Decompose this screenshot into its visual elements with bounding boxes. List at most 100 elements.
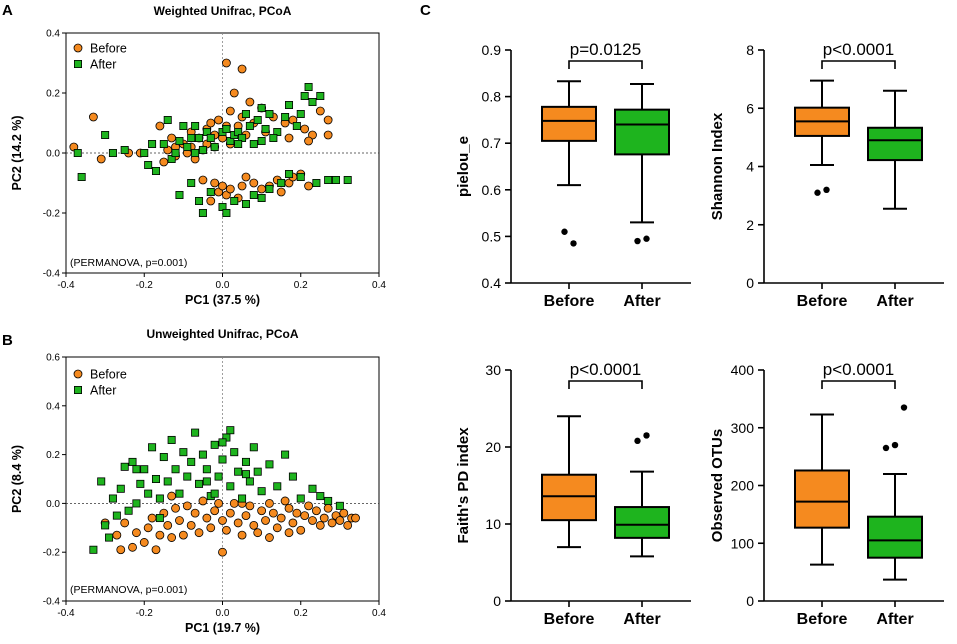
data-point-after (269, 133, 278, 142)
box-after (614, 108, 670, 156)
data-point-before (214, 115, 223, 125)
y-tick-label: 200 (731, 478, 755, 494)
box-before (794, 469, 850, 529)
box-panel-c3: 0 10 20 30 Faith's PD index Before After p<0.00… (455, 360, 691, 628)
data-point-after (187, 178, 196, 187)
data-point-after (206, 133, 215, 142)
data-point-before (265, 498, 274, 508)
data-point-before (284, 503, 294, 513)
data-point-after (230, 196, 239, 205)
data-point-before (167, 533, 177, 542)
data-point-before (206, 523, 216, 533)
data-point-before (96, 154, 106, 164)
data-point-before (155, 121, 165, 131)
data-point-after (257, 487, 266, 496)
data-point-after (324, 496, 333, 505)
data-point-after (198, 450, 207, 459)
data-point-before (186, 520, 196, 530)
y-tick-label: 0.0 (46, 499, 60, 510)
x-axis-label: PC1 (19.7 %) (185, 621, 260, 635)
y-tick-label: -0.2 (43, 209, 61, 220)
data-point-before (210, 506, 220, 516)
panel-label-c: C (420, 2, 431, 19)
data-point-before (151, 545, 161, 555)
data-point-before (308, 516, 317, 525)
data-point-before (276, 513, 286, 523)
data-point-after (202, 477, 211, 486)
data-point-before (249, 178, 259, 188)
data-point-after (202, 465, 211, 474)
data-point-after (281, 450, 290, 459)
significance-bracket (568, 60, 643, 69)
data-point-after (120, 462, 129, 471)
y-tick-label: -0.4 (43, 597, 61, 608)
data-point-before (311, 506, 321, 516)
data-point-after (179, 122, 188, 131)
box-after (867, 126, 923, 162)
category-label-before: Before (544, 293, 595, 310)
legend-marker-after (74, 60, 83, 69)
data-point-after (175, 489, 184, 498)
data-point-after (222, 208, 231, 217)
data-point-before (206, 118, 216, 128)
data-point-before (214, 498, 223, 508)
data-point-before (167, 133, 177, 143)
data-point-after (308, 98, 317, 107)
outlier-point-after (634, 237, 641, 245)
outlier-point-before (823, 186, 830, 193)
data-point-before (159, 157, 169, 167)
data-point-before (218, 516, 227, 525)
data-point-after (148, 443, 157, 452)
outlier-point-after (643, 235, 650, 242)
y-tick-label: 0.6 (482, 182, 502, 198)
data-point-before (276, 187, 286, 197)
data-point-before (229, 88, 239, 98)
data-point-before (265, 533, 274, 542)
data-point-after (195, 479, 204, 488)
data-point-after (241, 470, 250, 479)
legend-label-before: Before (90, 368, 127, 382)
box-before (541, 473, 597, 522)
data-point-after (195, 133, 204, 142)
data-point-before (190, 508, 200, 518)
data-point-after (316, 92, 325, 101)
charts-layer: -0.4 -0.2 0.0 0.2 0.4 -0.4 -0.2 0.0 0.2 0.4 Weight… (10, 4, 944, 635)
category-label-after: After (623, 293, 660, 310)
data-point-before (116, 545, 126, 555)
p-value-label: p<0.0001 (570, 360, 641, 379)
data-point-after (198, 208, 207, 217)
data-point-before (304, 136, 313, 146)
data-point-before (237, 181, 247, 191)
x-tick-label: -0.2 (136, 280, 154, 291)
data-point-after (120, 145, 129, 154)
data-point-before (218, 547, 227, 557)
category-label-after: After (623, 611, 660, 628)
data-point-before (175, 516, 184, 525)
x-tick-label: 0.0 (216, 608, 230, 619)
p-value-label: p=0.0125 (570, 40, 641, 59)
data-point-before (171, 503, 180, 513)
y-tick-label: 0 (746, 593, 754, 609)
data-point-after (261, 125, 270, 134)
data-point-after (144, 489, 153, 498)
y-tick-label: 30 (485, 362, 501, 378)
data-point-after (151, 166, 160, 175)
data-point-after (312, 178, 321, 187)
data-point-after (151, 474, 160, 483)
data-point-after (108, 148, 117, 157)
data-point-after (97, 477, 106, 486)
data-point-after (253, 116, 262, 125)
x-tick-label: 0.2 (294, 608, 308, 619)
data-point-after (218, 438, 227, 447)
data-point-before (284, 528, 294, 538)
data-point-after (144, 160, 153, 169)
box-panel-c2: 0 2 4 6 8 Shannon Index Before After p<0.0001 (709, 40, 944, 310)
scatter-panel-a: -0.4 -0.2 0.0 0.2 0.4 -0.4 -0.2 0.0 0.2 0.4 Weight… (10, 4, 386, 307)
data-point-after (89, 545, 98, 554)
data-point-after (288, 472, 297, 481)
data-point-after (159, 139, 168, 148)
data-point-after (296, 110, 305, 119)
data-point-after (171, 148, 180, 157)
x-tick-label: -0.4 (57, 280, 75, 291)
data-point-before (198, 496, 208, 506)
